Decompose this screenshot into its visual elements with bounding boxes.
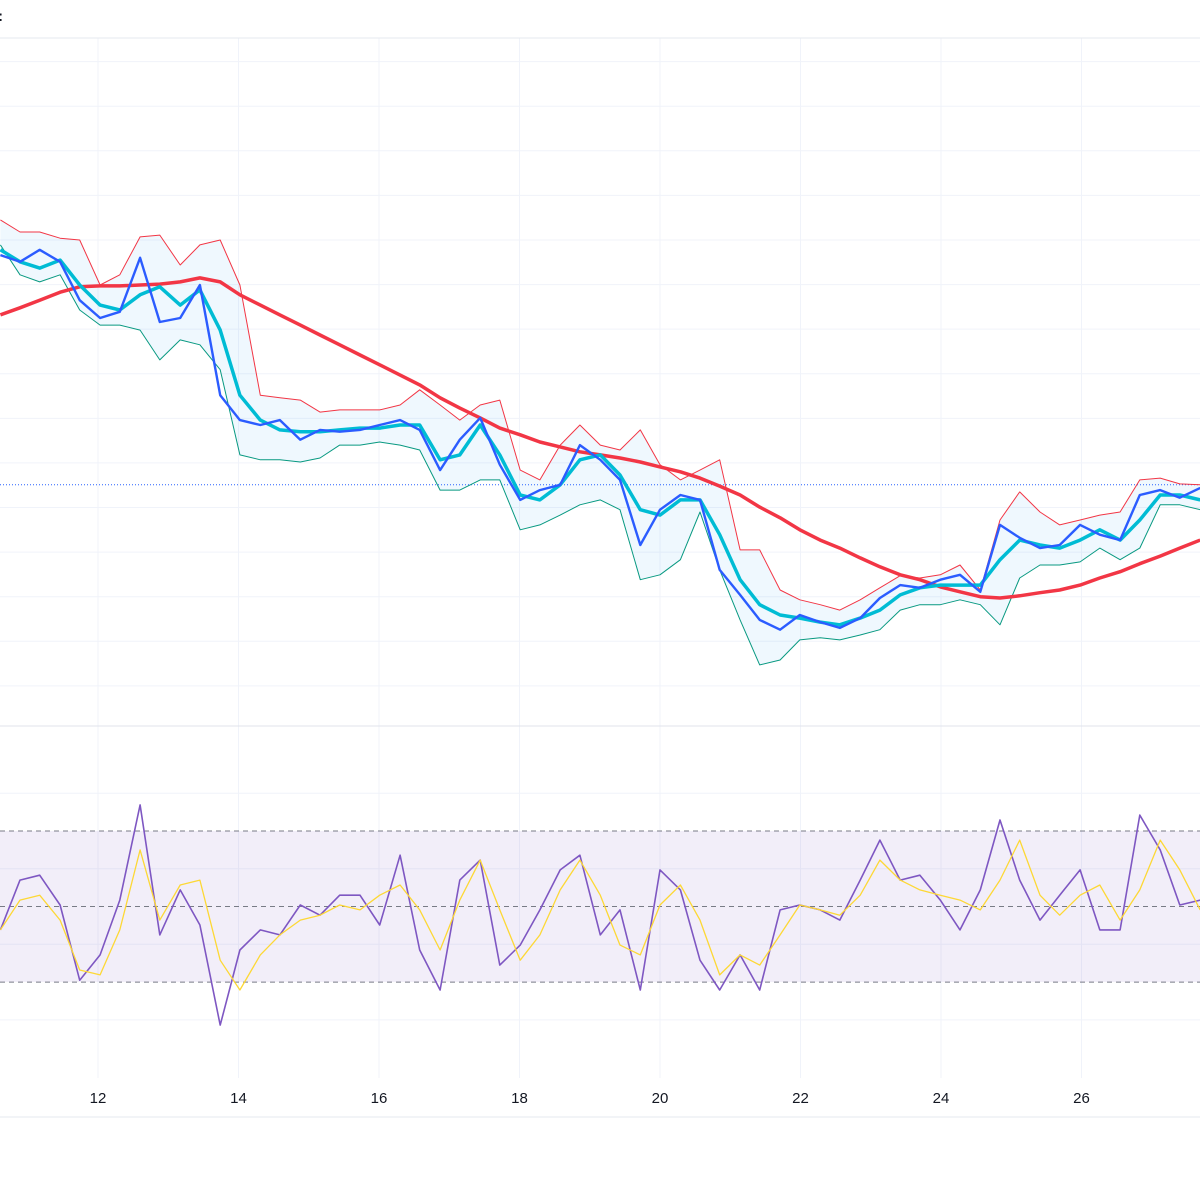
x-tick-label: 14 (230, 1090, 247, 1107)
upper-band-line[interactable] (0, 219, 1200, 611)
time-axis[interactable]: 12 14 16 18 20 22 24 26 (90, 1090, 1090, 1107)
price-line[interactable] (0, 248, 1200, 631)
x-tick-label: 18 (511, 1090, 528, 1107)
lower-band-line[interactable] (0, 244, 1200, 666)
x-tick-label: 16 (371, 1090, 388, 1107)
legend-fragment: : (0, 8, 3, 25)
x-tick-label: 26 (1073, 1090, 1090, 1107)
rsi-pane[interactable] (0, 804, 1200, 1026)
price-pane[interactable] (0, 219, 1200, 666)
pane-borders (0, 37, 1200, 1118)
x-tick-label: 12 (90, 1090, 107, 1107)
rsi-line[interactable] (0, 804, 1200, 1026)
x-tick-label: 22 (792, 1090, 809, 1107)
x-tick-label: 24 (933, 1090, 950, 1107)
x-tick-label: 20 (652, 1090, 669, 1107)
rsi-ma-line[interactable] (0, 839, 1200, 991)
band-fill (0, 219, 1200, 665)
